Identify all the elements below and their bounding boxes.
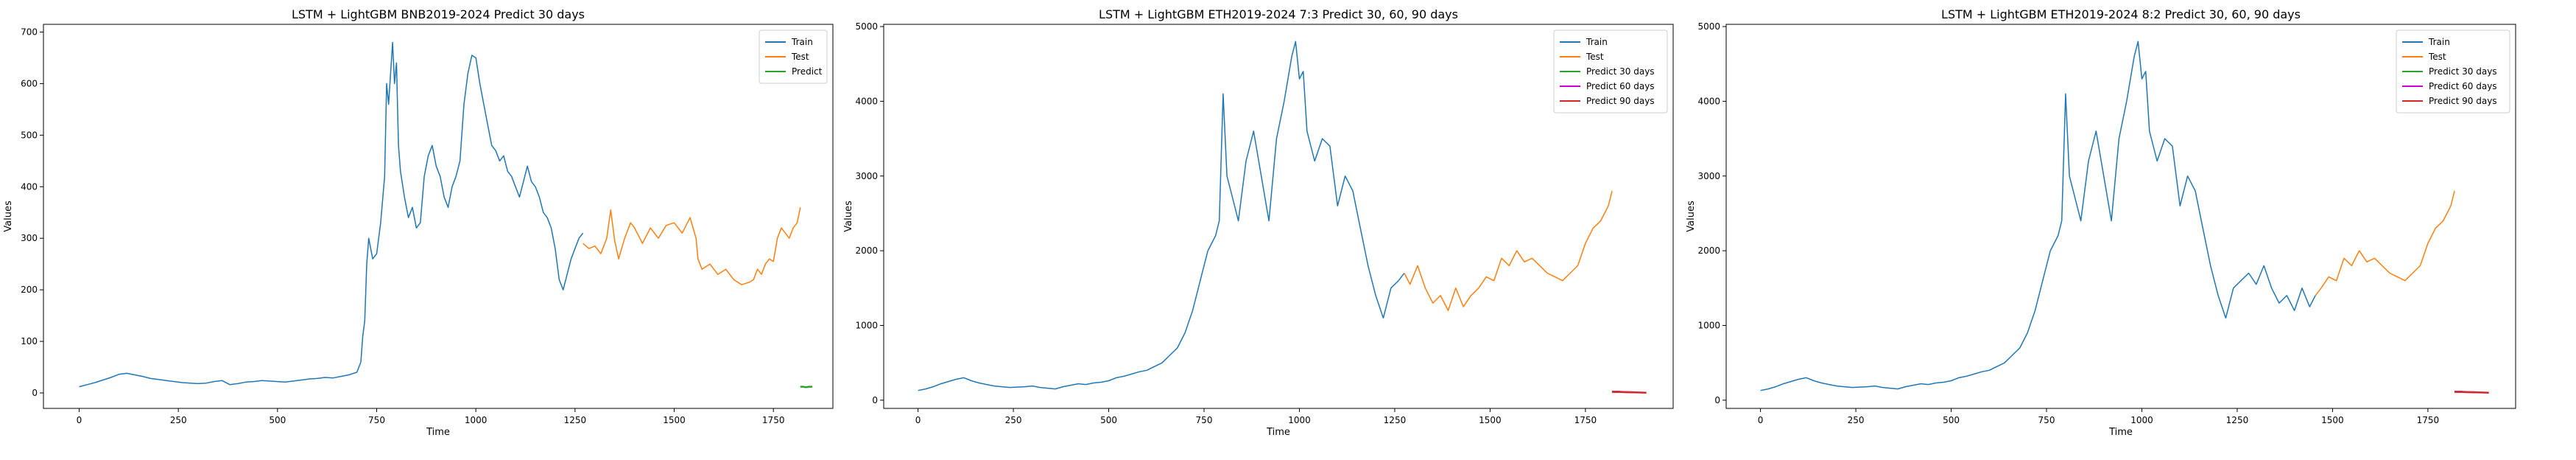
chart-2: LSTM + LightGBM ETH2019-2024 7:3 Predict… — [843, 7, 1674, 438]
x-tick-label: 500 — [1943, 415, 1960, 425]
series-line-predict-90-days — [2454, 391, 2489, 394]
x-tick-label: 0 — [915, 415, 921, 425]
chart-title: LSTM + LightGBM ETH2019-2024 8:2 Predict… — [1941, 7, 2301, 21]
y-tick-label: 4000 — [1697, 96, 1720, 106]
y-tick-label: 2000 — [1697, 245, 1720, 256]
x-tick-label: 1500 — [1479, 415, 1502, 425]
x-tick-label: 0 — [1758, 415, 1764, 425]
y-tick-label: 400 — [21, 181, 38, 192]
x-axis-label: Time — [426, 427, 450, 438]
legend: Train Test Predict 30 days Predict 60 days P… — [2396, 29, 2510, 114]
series-line-test — [1404, 190, 1613, 311]
legend-box — [2396, 29, 2510, 114]
legend-label: Train — [791, 37, 813, 47]
y-tick-label: 3000 — [1697, 171, 1720, 181]
y-tick-label: 0 — [1714, 395, 1720, 405]
legend: Train Test Predict 30 days Predict 60 days P… — [1553, 29, 1668, 114]
y-tick-label: 0 — [32, 388, 38, 398]
plot-frame — [43, 24, 834, 409]
y-tick-label: 1000 — [1697, 320, 1720, 330]
legend-label: Predict 30 days — [2429, 66, 2497, 77]
y-tick-label: 2000 — [855, 245, 878, 256]
legend-label: Predict 30 days — [1586, 66, 1655, 77]
x-tick-label: 500 — [269, 415, 286, 425]
x-tick-label: 1750 — [1574, 415, 1597, 425]
chart-1: LSTM + LightGBM BNB2019-2024 Predict 30 … — [3, 7, 834, 438]
x-tick-label: 1250 — [1384, 415, 1407, 425]
x-tick-label: 1000 — [2130, 415, 2153, 425]
plot-frame — [1725, 24, 2516, 409]
y-tick-label: 100 — [21, 336, 38, 346]
y-tick-label: 500 — [21, 130, 38, 140]
y-tick-label: 300 — [21, 233, 38, 243]
y-tick-label: 600 — [21, 78, 38, 88]
series-line-train — [918, 41, 1405, 391]
x-tick-label: 1000 — [465, 415, 488, 425]
x-tick-label: 1750 — [762, 415, 785, 425]
x-tick-label: 750 — [2038, 415, 2055, 425]
series-line-predict-90-days — [1612, 391, 1647, 394]
y-tick-label: 4000 — [855, 96, 878, 106]
x-tick-label: 1000 — [1288, 415, 1311, 425]
series-line-train — [79, 41, 584, 388]
x-tick-label: 0 — [77, 415, 82, 425]
legend-label: Train — [1586, 37, 1608, 47]
y-axis-label: Values — [843, 201, 854, 232]
x-tick-label: 1750 — [2417, 415, 2440, 425]
legend-label: Predict 60 days — [2429, 81, 2497, 91]
y-tick-label: 0 — [872, 395, 878, 405]
plot-frame — [883, 24, 1674, 409]
x-tick-label: 1500 — [2321, 415, 2344, 425]
series-line-test — [2315, 190, 2455, 296]
legend-label: Predict 60 days — [1586, 81, 1655, 91]
legend-label: Test — [791, 52, 809, 62]
series-line-predict — [800, 386, 812, 388]
y-tick-label: 5000 — [1697, 21, 1720, 32]
x-tick-label: 500 — [1100, 415, 1117, 425]
x-tick-label: 1250 — [564, 415, 587, 425]
legend-label: Test — [2428, 52, 2446, 62]
legend-label: Test — [1586, 52, 1604, 62]
legend-box — [759, 29, 828, 84]
legend-box — [1553, 29, 1668, 114]
y-tick-label: 200 — [21, 285, 38, 295]
x-tick-label: 750 — [368, 415, 385, 425]
y-axis-label: Values — [1686, 201, 1697, 232]
x-tick-label: 250 — [1005, 415, 1022, 425]
legend-label: Predict — [792, 66, 823, 77]
y-tick-label: 3000 — [855, 171, 878, 181]
y-tick-label: 1000 — [855, 320, 878, 330]
series-line-test — [583, 207, 801, 285]
x-axis-label: Time — [2108, 427, 2133, 438]
x-tick-label: 250 — [170, 415, 187, 425]
chart-3: LSTM + LightGBM ETH2019-2024 8:2 Predict… — [1686, 7, 2516, 438]
legend: Train Test Predict — [759, 29, 828, 84]
legend-label: Train — [2428, 37, 2450, 47]
chart-title: LSTM + LightGBM BNB2019-2024 Predict 30 … — [292, 7, 585, 21]
x-tick-label: 1250 — [2226, 415, 2249, 425]
x-tick-label: 250 — [1848, 415, 1865, 425]
x-tick-label: 750 — [1196, 415, 1213, 425]
y-axis-label: Values — [3, 201, 14, 232]
y-tick-label: 5000 — [855, 21, 878, 32]
chart-title: LSTM + LightGBM ETH2019-2024 7:3 Predict… — [1099, 7, 1458, 21]
y-tick-label: 700 — [21, 27, 38, 37]
legend-label: Predict 90 days — [2429, 96, 2497, 106]
legend-label: Predict 90 days — [1586, 96, 1655, 106]
x-axis-label: Time — [1266, 427, 1290, 438]
series-line-train — [1760, 41, 2316, 391]
x-tick-label: 1500 — [663, 415, 686, 425]
